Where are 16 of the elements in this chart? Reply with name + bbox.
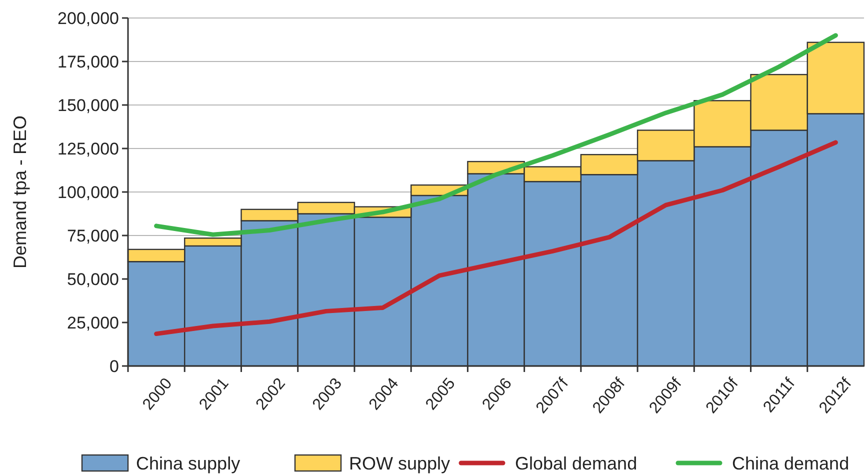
y-tick-label: 50,000: [67, 270, 119, 289]
legend-label: Global demand: [515, 453, 638, 474]
y-tick-label: 175,000: [58, 52, 119, 72]
y-tick-label: 0: [110, 356, 119, 376]
legend-label: ROW supply: [349, 453, 450, 474]
y-axis-title: Demand tpa - REO: [10, 115, 30, 269]
y-tick-label: 100,000: [58, 182, 119, 202]
y-tick-label: 150,000: [58, 96, 119, 115]
legend-label: China supply: [136, 453, 240, 474]
y-tick-label: 125,000: [58, 139, 119, 158]
line-series: [154, 140, 838, 336]
y-tick-label: 25,000: [67, 313, 119, 332]
line-series: [154, 33, 838, 237]
y-tick-label: 75,000: [67, 226, 119, 246]
legend-label: China demand: [732, 453, 850, 474]
y-tick-label: 200,000: [58, 8, 119, 28]
